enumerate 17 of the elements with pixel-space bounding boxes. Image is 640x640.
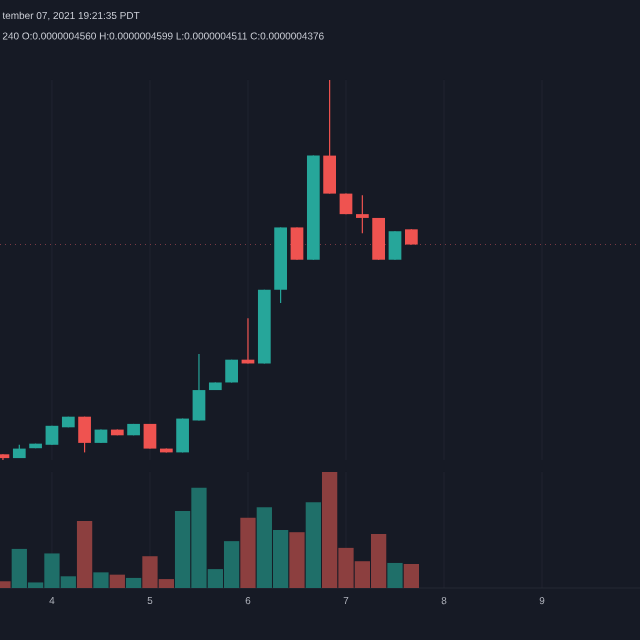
candlestick: [372, 217, 385, 261]
candlestick: [355, 194, 369, 234]
bar: [305, 502, 321, 588]
candlestick: [78, 416, 91, 453]
bar: [109, 574, 125, 588]
candlestick: [143, 423, 157, 450]
bar: [387, 562, 403, 588]
bar: [240, 517, 256, 588]
bar: [125, 577, 142, 588]
candlestick: [192, 353, 206, 422]
bar: [76, 521, 93, 588]
candlestick: [388, 230, 402, 261]
candlestick: [290, 226, 304, 261]
bar: [289, 532, 305, 588]
bar: [93, 572, 109, 588]
candlestick: [323, 79, 336, 195]
bar: [403, 563, 420, 588]
